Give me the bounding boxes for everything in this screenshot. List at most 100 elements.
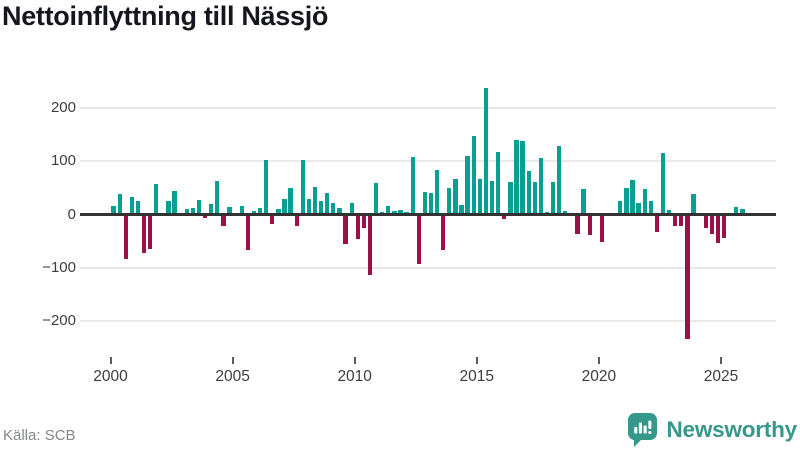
bar-2023Q3 [685,214,690,339]
bar-2011Q2 [386,206,391,215]
bar-2003Q1 [184,208,189,215]
bar-2008Q3 [318,201,324,215]
x-axis-label: 2010 [337,368,372,385]
bar-2004Q4 [227,207,232,215]
bar-2010Q1 [355,214,360,239]
bar-2019Q3 [587,214,592,236]
bar-2002Q2 [166,201,171,215]
bar-2018Q1 [550,181,556,215]
grid-line [80,160,776,163]
x-axis-label: 2015 [459,368,495,385]
bar-2021Q2 [630,180,635,215]
bar-2009Q1 [331,202,336,215]
bar-2001Q2 [141,214,147,253]
bar-2018Q2 [557,146,562,215]
bar-2008Q2 [312,187,318,215]
bar-2023Q1 [673,214,678,226]
y-axis-label: 100 [50,152,76,170]
x-axis-label: 2020 [581,368,617,385]
bar-2005Q4 [251,211,257,215]
bar-2003Q3 [196,199,202,215]
bar-2008Q4 [325,192,330,215]
bar-2016Q4 [520,140,525,215]
x-axis-tick [597,357,600,364]
bar-2014Q3 [465,156,470,215]
bar-2017Q1 [526,170,531,215]
bar-2023Q2 [679,214,684,226]
bar-2001Q4 [154,184,159,215]
bar-2016Q2 [508,182,513,215]
y-axis-label: −100 [42,258,76,276]
bar-2003Q2 [190,207,196,215]
bar-2009Q3 [343,214,348,245]
bar-2014Q4 [471,136,476,215]
x-axis-tick [109,357,112,364]
bar-2025Q4 [740,209,745,215]
bar-2012Q4 [422,191,428,215]
bar-2015Q1 [477,179,482,215]
bar-2012Q2 [410,156,415,215]
x-axis-tick [475,357,478,364]
bar-2017Q2 [532,182,537,215]
chart-title: Nettoinflyttning till Nässjö [2,1,329,31]
bar-2010Q4 [373,182,379,215]
bar-2000Q2 [117,194,122,215]
bar-2008Q1 [306,198,312,215]
x-axis-tick [353,357,356,364]
bar-2000Q1 [111,206,116,215]
bar-2007Q2 [288,187,293,215]
bar-2021Q4 [642,189,647,215]
bar-2000Q3 [123,214,128,259]
bar-2003Q4 [202,214,208,219]
bar-2010Q3 [367,214,373,275]
bar-2016Q1 [502,214,507,220]
bar-2006Q1 [257,208,263,215]
x-axis-tick [231,357,234,364]
bar-2021Q1 [624,188,629,215]
bar-2024Q4 [715,214,721,243]
bar-2006Q2 [264,160,269,215]
bar-2015Q3 [489,180,495,215]
bar-2013Q1 [428,192,434,215]
x-axis-tick [720,357,722,364]
newsworthy-bar-chart-icon [628,413,658,447]
bar-2022Q1 [648,200,653,215]
bar-2013Q2 [434,169,440,215]
source-label: Källa: SCB [3,427,76,444]
bar-2024Q3 [709,214,714,235]
y-axis-label: −200 [42,312,76,330]
bar-2014Q2 [459,204,464,215]
bar-2015Q4 [496,151,501,215]
y-axis-label: 200 [50,98,76,116]
bar-2001Q3 [148,214,153,249]
bar-2021Q3 [636,203,641,215]
bar-2007Q3 [294,214,299,226]
bar-2009Q2 [337,207,342,215]
bar-2012Q3 [416,214,421,264]
bar-2022Q2 [654,214,660,233]
bar-2016Q3 [514,140,519,215]
bar-2013Q3 [441,214,446,250]
bar-2024Q2 [703,214,708,228]
bar-2004Q1 [209,203,214,215]
bar-2006Q3 [270,214,275,224]
bar-2001Q1 [135,201,141,215]
bar-2017Q3 [538,157,544,215]
bar-2019Q1 [575,214,580,234]
grid-line [80,266,776,269]
zero-axis-line [80,213,776,216]
bar-2000Q4 [129,197,135,215]
x-axis-label: 2000 [93,368,128,385]
bar-2007Q4 [300,160,305,215]
bar-2002Q3 [172,191,177,215]
bar-2004Q2 [215,180,220,215]
bar-2010Q2 [361,214,366,228]
bar-2020Q4 [618,201,623,215]
bar-2013Q4 [447,187,452,215]
bar-2015Q2 [483,87,489,215]
bar-2018Q3 [563,210,568,215]
newsworthy-logo[interactable]: Newsworthy [628,411,797,449]
bar-2022Q3 [660,153,666,215]
bar-2005Q2 [239,206,244,215]
